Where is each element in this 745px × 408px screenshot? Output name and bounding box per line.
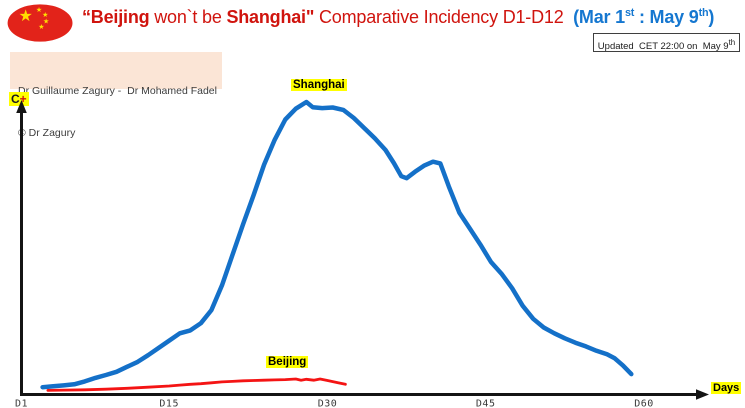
series-beijing — [46, 377, 347, 392]
shanghai-series-label: Shanghai — [291, 79, 347, 91]
x-axis-title-days: Days — [711, 382, 742, 394]
page-title: “Beijing won`t be Shanghai" Comparative … — [82, 7, 715, 27]
x-tick-d15: D15 — [159, 399, 179, 408]
flag-star-large-icon: ★ — [18, 7, 33, 25]
x-axis-tick-labels: D1 D15 D30 D45 D60 — [15, 399, 654, 408]
x-tick-d30: D30 — [318, 399, 338, 408]
series-shanghai — [40, 99, 634, 390]
flag-star-small-icon: ★ — [36, 6, 42, 14]
x-axis-arrow-icon — [696, 389, 709, 400]
updated-badge: Updated CET 22:00 on May 9th — [593, 33, 740, 52]
flag-star-small-icon: ★ — [42, 11, 48, 19]
x-tick-d45: D45 — [476, 399, 496, 408]
flag-star-small-icon: ★ — [38, 23, 44, 31]
china-flag-icon: ★ ★ ★ ★ ★ — [7, 4, 73, 42]
beijing-series-label: Beijing — [266, 356, 309, 368]
chart-series-group — [40, 99, 634, 392]
flag-ellipse — [7, 4, 73, 42]
author-line-1: Dr Guillaume Zagury - Dr Mohamed Fadel — [18, 85, 217, 97]
x-tick-d60: D60 — [634, 399, 654, 408]
x-tick-d1: D1 — [15, 399, 28, 408]
flag-star-small-icon: ★ — [43, 17, 49, 25]
y-axis-unit-label: C+ — [9, 92, 29, 106]
y-axis-arrow-icon — [16, 100, 27, 113]
